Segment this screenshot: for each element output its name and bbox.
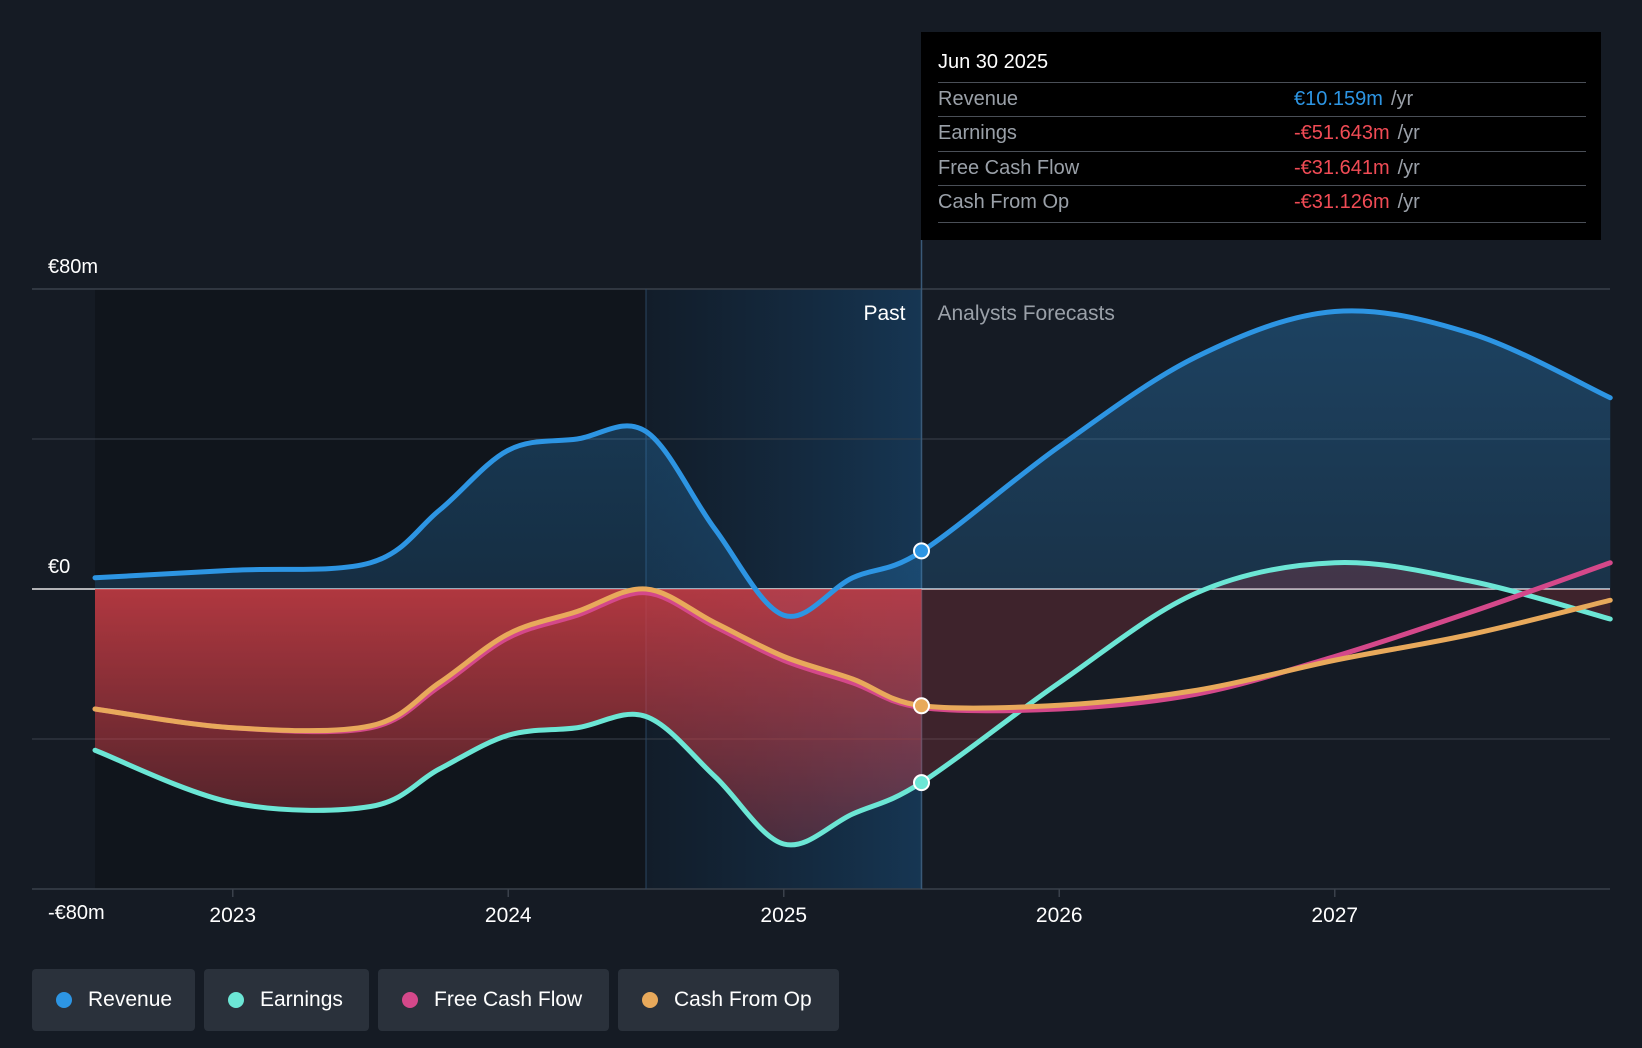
forecast-label: Analysts Forecasts: [938, 302, 1115, 325]
tooltip-unit: /yr: [1397, 157, 1420, 179]
marker-revenue[interactable]: [913, 542, 930, 560]
tooltip-unit: /yr: [1397, 191, 1420, 213]
tooltip-divider: [938, 222, 1586, 223]
x-tick-label: 2023: [209, 904, 256, 927]
legend-item-cash-from-op[interactable]: Cash From Op: [618, 969, 839, 1031]
legend-dot-icon: [642, 992, 658, 1008]
tooltip-value: €10.159m: [1294, 88, 1383, 110]
x-tick-label: 2025: [760, 904, 807, 927]
series-line-revenue: [92, 308, 1613, 619]
y-tick-label: -€80m: [48, 902, 105, 924]
legend-label: Cash From Op: [674, 988, 812, 1011]
tooltip-value: -€31.126m: [1294, 191, 1390, 213]
series-line-cash-from-op: [92, 586, 1613, 734]
tooltip-label: Free Cash Flow: [938, 157, 1080, 179]
legend-item-free-cash-flow[interactable]: Free Cash Flow: [378, 969, 609, 1031]
revenue-area: [95, 310, 1611, 617]
legend-item-revenue[interactable]: Revenue: [32, 969, 195, 1031]
marker-earnings[interactable]: [913, 774, 930, 792]
tooltip-label: Earnings: [938, 122, 1017, 144]
tooltip-unit: /yr: [1390, 88, 1414, 110]
x-tick-label: 2024: [485, 904, 532, 927]
y-tick-label: €80m: [48, 256, 98, 278]
legend-dot-icon: [402, 992, 418, 1008]
legend-label: Free Cash Flow: [434, 988, 583, 1011]
tooltip-row-free-cash-flow: Free Cash Flow -€31.641m/yr: [938, 151, 1586, 186]
tooltip-label: Revenue: [938, 88, 1019, 110]
tooltip-value: -€51.643m: [1294, 122, 1390, 144]
legend-dot-icon: [56, 992, 72, 1008]
series-line-earnings: [92, 560, 1613, 848]
earnings-area-past: [95, 589, 922, 845]
legend-dot-icon: [228, 992, 244, 1008]
y-tick-label: €0: [48, 556, 70, 578]
marker-cash-from-op[interactable]: [913, 697, 930, 715]
tooltip-row-cash-from-op: Cash From Op -€31.126m/yr: [938, 185, 1586, 220]
earnings-area: [95, 562, 1611, 845]
past-label: Past: [863, 302, 905, 325]
tooltip-date: Jun 30 2025: [938, 51, 1049, 73]
tooltip-row-revenue: Revenue €10.159m/yr: [938, 82, 1586, 117]
tooltip-value: -€31.641m: [1294, 157, 1390, 179]
x-tick-label: 2026: [1036, 904, 1083, 927]
tooltip-unit: /yr: [1397, 122, 1420, 144]
x-tick-label: 2027: [1311, 904, 1358, 927]
legend-label: Revenue: [88, 988, 173, 1011]
tooltip-label: Cash From Op: [938, 191, 1070, 213]
legend-label: Earnings: [260, 988, 343, 1011]
tooltip-row-earnings: Earnings -€51.643m/yr: [938, 116, 1586, 151]
tooltip: Jun 30 2025 Revenue €10.159m/yr Earnings…: [921, 32, 1601, 240]
legend-item-earnings[interactable]: Earnings: [204, 969, 369, 1031]
